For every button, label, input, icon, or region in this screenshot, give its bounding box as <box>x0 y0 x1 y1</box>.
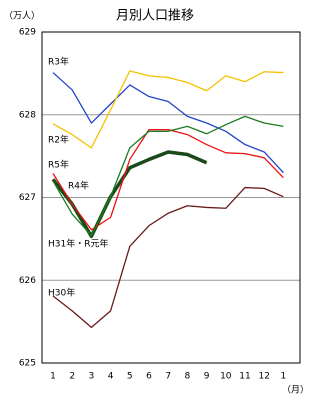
series-line <box>52 72 284 174</box>
y-tick-label: 628 <box>19 110 36 120</box>
series-label: H31年・R元年 <box>48 238 108 250</box>
x-tick-label: 10 <box>220 372 232 382</box>
series-label: R2年 <box>48 134 69 146</box>
series-label: R4年 <box>68 180 89 192</box>
plot-frame <box>41 31 301 364</box>
y-tick-label: 629 <box>19 28 36 38</box>
x-tick-label: 7 <box>165 372 171 382</box>
series-label: R3年 <box>48 56 69 68</box>
series-label: H30年 <box>48 287 75 299</box>
x-tick-label: 4 <box>108 372 114 382</box>
x-tick-label: 11 <box>239 372 250 382</box>
x-tick-label: 12 <box>258 372 269 382</box>
x-tick-label: 1 <box>50 372 56 382</box>
chart-title: 月別人口推移 <box>116 9 194 24</box>
x-tick-label: 9 <box>204 372 210 382</box>
series-line <box>52 115 284 237</box>
y-tick-label: 626 <box>19 276 36 286</box>
series-label: R5年 <box>48 159 69 171</box>
x-tick-label: 5 <box>127 372 133 382</box>
y-tick-label: 625 <box>19 359 36 369</box>
x-unit: （月） <box>282 385 309 396</box>
series-line <box>52 128 284 231</box>
x-tick-label: 3 <box>89 372 95 382</box>
series-line <box>51 150 208 239</box>
series-line <box>52 70 284 149</box>
x-tick-label: 1 <box>281 372 287 382</box>
y-unit: （万人） <box>4 11 40 22</box>
y-tick-label: 627 <box>19 193 36 203</box>
x-tick-label: 8 <box>185 372 191 382</box>
x-tick-label: 6 <box>146 372 152 382</box>
series-line <box>52 186 284 329</box>
x-tick-label: 2 <box>69 372 75 382</box>
